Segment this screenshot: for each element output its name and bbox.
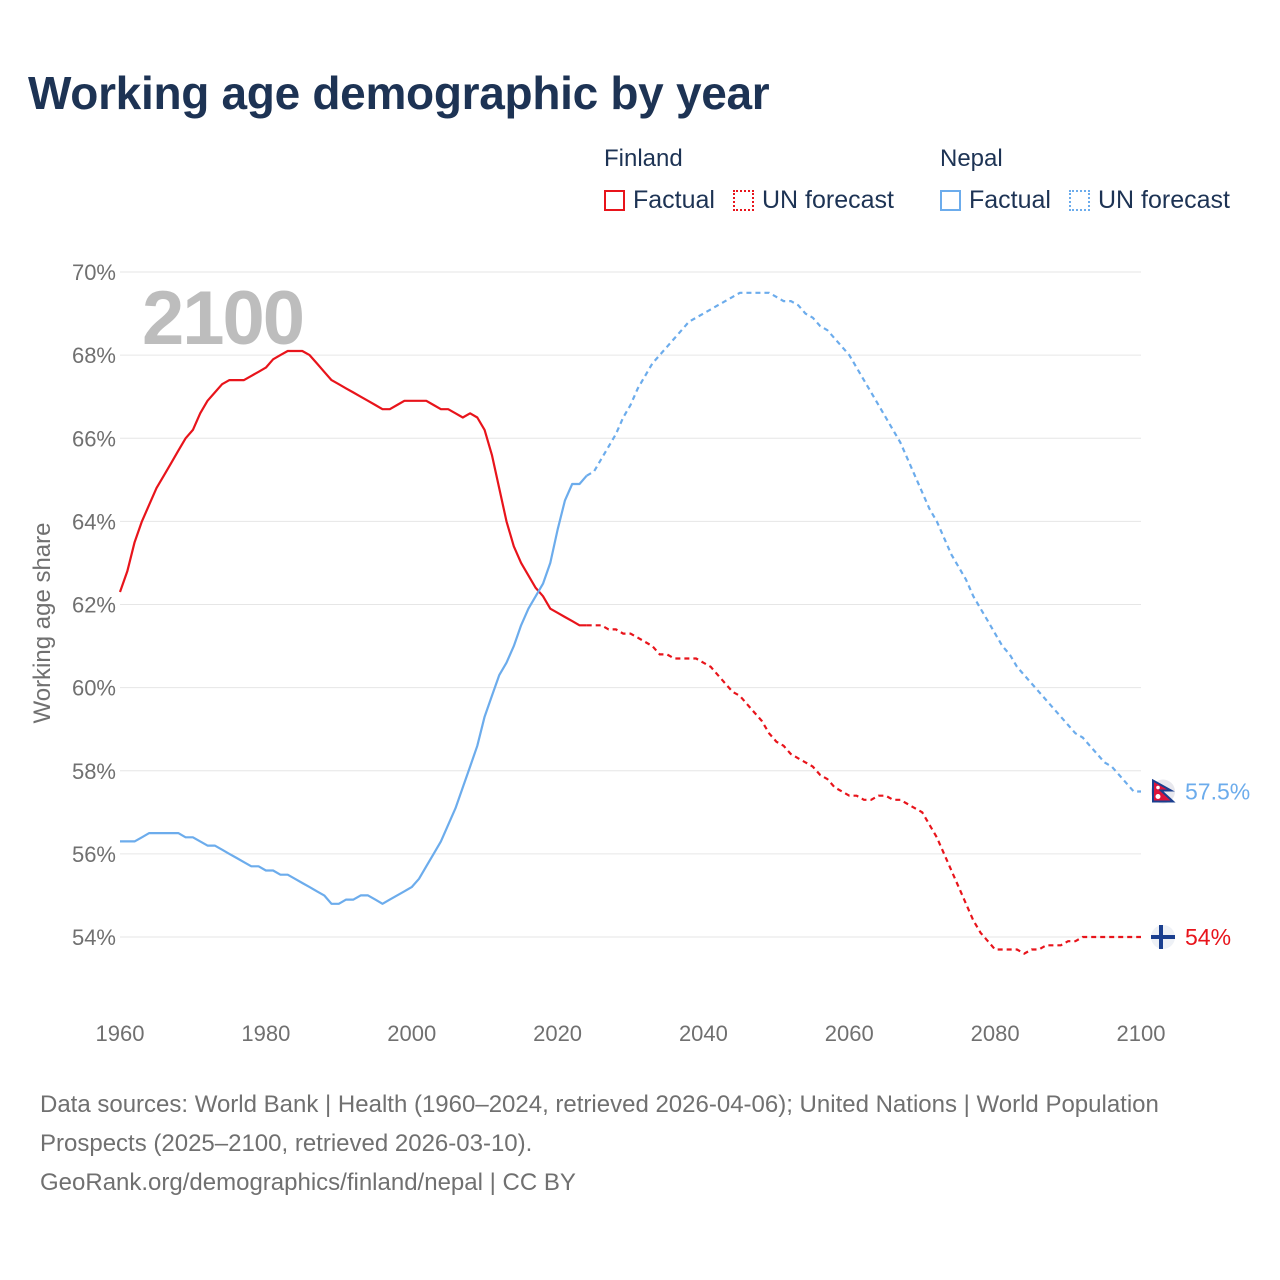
x-tick-label: 2000 <box>387 1021 436 1046</box>
year-watermark: 2100 <box>142 276 303 361</box>
legend-group-nepal: Nepal Factual UN forecast <box>940 144 1230 215</box>
legend-item-label: Factual <box>633 186 715 214</box>
chart-title: Working age demographic by year <box>28 67 770 119</box>
x-tick-label: 1960 <box>96 1021 145 1046</box>
finland-flag-icon <box>1151 925 1175 949</box>
legend-swatch-dotted-icon <box>732 190 754 211</box>
y-tick-label: 64% <box>72 509 116 534</box>
y-axis-ticks: 54% 56% 58% 60% 62% 64% 66% 68% 70% <box>72 260 116 950</box>
x-tick-label: 2060 <box>825 1021 874 1046</box>
x-tick-label: 2080 <box>971 1021 1020 1046</box>
legend-group-label: Nepal <box>940 145 1003 172</box>
y-tick-label: 56% <box>72 842 116 867</box>
series-line-nepal-factual[interactable] <box>120 474 588 905</box>
legend-item-finland-forecast[interactable]: UN forecast <box>732 186 894 215</box>
y-tick-label: 60% <box>72 676 116 701</box>
legend-group-label: Finland <box>604 145 683 172</box>
legend-swatch-dotted-icon <box>1068 190 1090 211</box>
end-markers: 54% 57.5% <box>1151 779 1250 950</box>
y-tick-label: 68% <box>72 343 116 368</box>
series-line-finland-forecast[interactable] <box>586 624 1141 955</box>
y-tick-label: 54% <box>72 925 116 950</box>
y-tick-label: 70% <box>72 260 116 285</box>
end-label-finland: 54% <box>1185 924 1231 950</box>
nepal-flag-icon <box>1151 778 1176 804</box>
y-tick-label: 58% <box>72 759 116 784</box>
series-line-finland-factual[interactable] <box>118 349 587 627</box>
legend-group-finland: Finland Factual UN forecast <box>604 144 894 215</box>
legend-item-finland-factual[interactable]: Factual <box>604 186 715 215</box>
x-tick-label: 2040 <box>679 1021 728 1046</box>
series-lines <box>118 291 1141 955</box>
gridlines <box>120 271 1141 938</box>
x-tick-label: 2100 <box>1117 1021 1166 1046</box>
y-tick-label: 66% <box>72 426 116 451</box>
x-tick-label: 2020 <box>533 1021 582 1046</box>
series-line-nepal-forecast[interactable] <box>586 291 1141 793</box>
legend-item-nepal-forecast[interactable]: UN forecast <box>1068 186 1230 215</box>
x-tick-label: 1980 <box>241 1021 290 1046</box>
legend-swatch-solid-icon <box>940 190 961 211</box>
footer-credit[interactable]: GeoRank.org/demographics/finland/nepal |… <box>40 1169 576 1196</box>
end-label-nepal: 57.5% <box>1185 779 1250 805</box>
footer: Data sources: World Bank | Health (1960–… <box>40 1085 1240 1202</box>
footer-sources: Data sources: World Bank | Health (1960–… <box>40 1091 1159 1157</box>
legend-item-nepal-factual[interactable]: Factual <box>940 186 1051 215</box>
line-chart: 2100 54% 56% 58% 60% 62% 64% 66% 68% 70% 1960 198… <box>29 260 1250 1046</box>
legend-item-label: Factual <box>969 186 1051 214</box>
y-axis-label: Working age share <box>29 523 56 724</box>
legend-item-label: UN forecast <box>1097 186 1230 214</box>
legend-item-label: UN forecast <box>761 186 894 214</box>
y-tick-label: 62% <box>72 593 116 618</box>
legend-swatch-solid-icon <box>604 190 625 211</box>
x-axis-ticks: 1960 1980 2000 2020 2040 2060 2080 2100 <box>96 1021 1166 1046</box>
